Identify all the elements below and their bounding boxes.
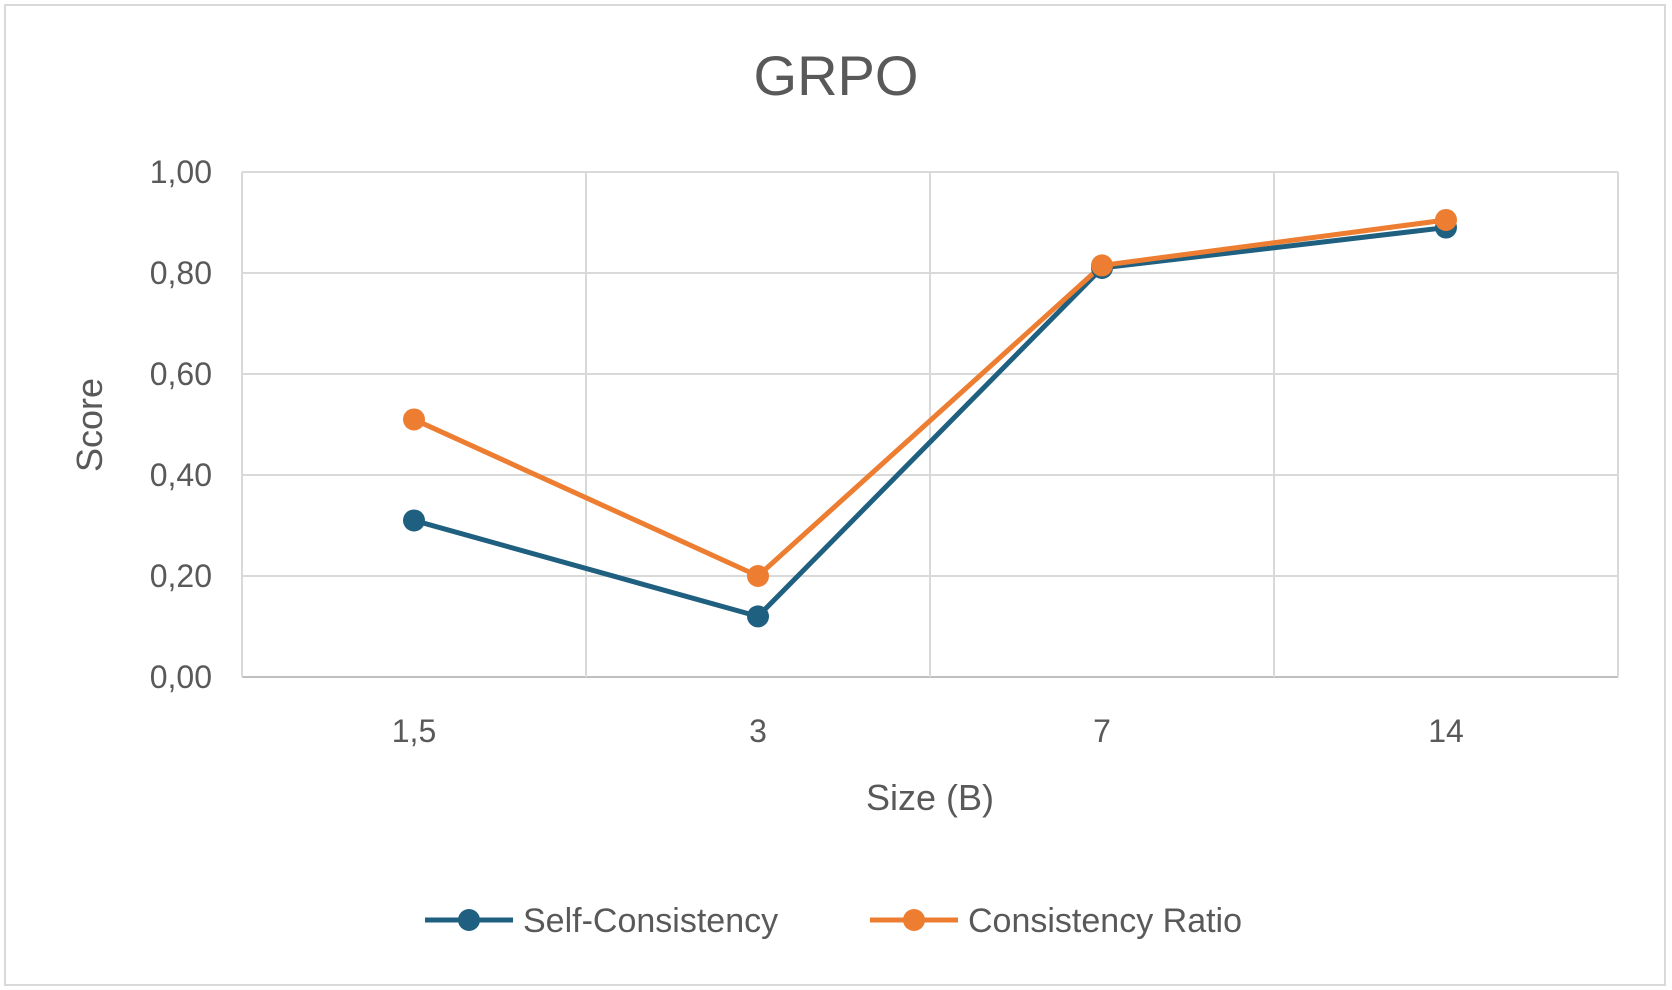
series-line-2: [412, 217, 1447, 579]
data-point: [403, 408, 425, 431]
x-axis-ticks: 1,5 3 7 14: [392, 713, 1464, 749]
legend-label: Self-Consistency: [523, 902, 778, 940]
y-tick-label: 0,40: [150, 457, 212, 493]
x-tick-label: 7: [1093, 713, 1111, 749]
legend-label: Consistency Ratio: [968, 902, 1242, 940]
data-point: [1435, 208, 1457, 231]
legend: Self-Consistency Consistency Ratio: [425, 902, 1242, 940]
y-tick-label: 0,00: [150, 659, 212, 695]
legend-marker: [903, 909, 925, 931]
chart-frame: [4, 4, 1666, 986]
plot-grid: [241, 171, 1619, 678]
y-axis-ticks: 0,00 0,20 0,40 0,60 0,80 1,00: [150, 154, 212, 695]
chart-title: GRPO: [754, 44, 919, 107]
legend-marker: [458, 909, 480, 931]
x-tick-label: 1,5: [392, 713, 436, 749]
data-point: [747, 605, 769, 628]
x-axis-title: Size (B): [866, 777, 994, 818]
y-tick-label: 0,60: [150, 356, 212, 392]
x-tick-label: 14: [1428, 713, 1464, 749]
series-group: [403, 208, 1457, 628]
y-tick-label: 0,80: [150, 255, 212, 291]
x-tick-label: 3: [749, 713, 767, 749]
y-axis-title: Score: [69, 378, 110, 472]
series-line-1: [413, 225, 1447, 619]
y-tick-label: 1,00: [150, 154, 212, 190]
data-point: [747, 565, 769, 587]
data-point: [403, 509, 425, 532]
data-point: [1091, 254, 1113, 277]
y-tick-label: 0,20: [150, 558, 212, 594]
